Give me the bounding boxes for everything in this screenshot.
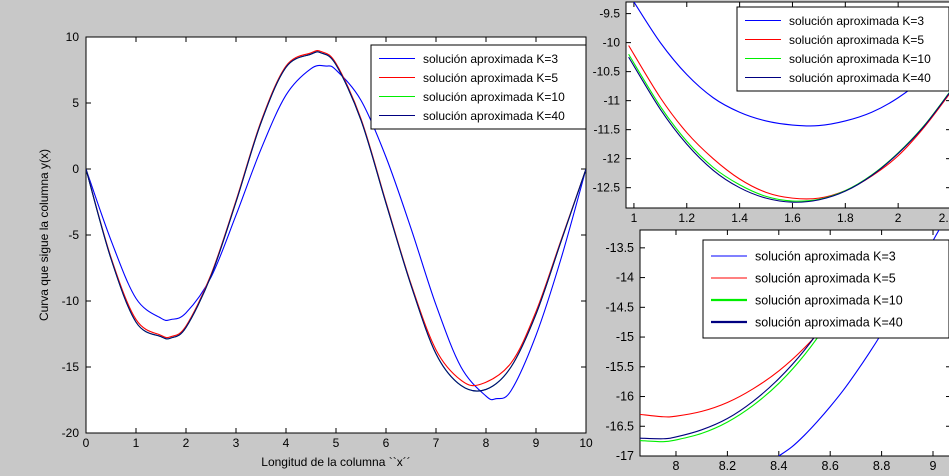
x-tick-label: 8.2 (719, 459, 736, 473)
x-tick-label: 1.2 (678, 211, 695, 225)
series-line-k3 (86, 64, 586, 401)
y-tick-label: -15 (62, 360, 80, 374)
y-tick-label: -14 (616, 271, 634, 285)
series-group (86, 49, 586, 401)
y-tick-label: -10.5 (593, 65, 620, 79)
legend-label: solución aproximada K=40 (423, 109, 565, 123)
legend-label: solución aproximada K=10 (755, 294, 903, 308)
y-tick-label: -15 (616, 330, 634, 344)
x-tick-label: 1.8 (837, 211, 854, 225)
y-tick-label: -17 (616, 449, 634, 463)
x-tick-label: 9 (930, 459, 937, 473)
legend-label: solución aproximada K=3 (789, 14, 924, 28)
legend-label: solución aproximada K=3 (423, 52, 558, 66)
series-line-k5 (628, 45, 949, 200)
main-chart: 0 1 2 3 4 5 6 7 8 9 10 10 5 0 -5 -10 -15 -20 Longitud de l… (37, 30, 593, 469)
x-tick-label: 8.4 (770, 459, 787, 473)
legend-label: solución aproximada K=40 (789, 71, 931, 85)
y-tick-label: -20 (62, 426, 80, 440)
series-line-k40 (628, 56, 949, 203)
y-tick-label: -11.5 (594, 123, 621, 137)
y-tick-label: -10 (603, 36, 621, 50)
x-tick-label: 1.6 (784, 211, 801, 225)
x-tick-label: 1 (631, 211, 638, 225)
x-tick-label: 2 (183, 436, 190, 450)
zoom-top-chart: 1 1.2 1.4 1.6 1.8 2 2.2 -9.5 -10 -10.5 -11 -11.5 -12… (593, 1, 949, 225)
legend: solución aproximada K=3 solución aproxima… (370, 44, 587, 130)
y-tick-label: 5 (72, 96, 79, 110)
y-tick-label: -12 (603, 152, 621, 166)
y-tick-label: -10 (62, 294, 80, 308)
legend-label: solución aproximada K=10 (423, 90, 565, 104)
y-axis-label: Curva que sigue la columna y(x) (37, 149, 51, 321)
x-tick-label: 0 (83, 436, 90, 450)
x-tick-label: 9 (533, 436, 540, 450)
x-tick-label: 8 (483, 436, 490, 450)
x-tick-label: 3 (233, 436, 240, 450)
legend-label: solución aproximada K=5 (755, 272, 896, 286)
x-tick-label: 1 (133, 436, 140, 450)
legend-label: solución aproximada K=10 (789, 52, 931, 66)
series-line-k40 (86, 51, 586, 392)
y-tick-label: -9.5 (599, 7, 620, 21)
x-axis-label: Longitud de la columna ``x´´ (261, 455, 410, 469)
series-line-k5 (86, 49, 586, 387)
y-tick-label: -16.5 (606, 419, 635, 433)
legend-label: solución aproximada K=5 (789, 33, 924, 47)
x-tick-label: 7 (433, 436, 440, 450)
legend: solución aproximada K=3 solución aproxima… (702, 239, 949, 339)
legend-label: solución aproximada K=3 (755, 250, 896, 264)
y-tick-label: -16 (616, 390, 634, 404)
y-tick-label: -15.5 (606, 360, 635, 374)
x-tick-label: 8 (673, 459, 680, 473)
legend-label: solución aproximada K=40 (755, 316, 903, 330)
main-figure-panel: 0 1 2 3 4 5 6 7 8 9 10 10 5 0 -5 -10 -15 -20 Longitud de l… (37, 30, 593, 469)
x-tick-label: 10 (579, 436, 593, 450)
legend: solución aproximada K=3 solución aproxima… (736, 6, 949, 92)
y-tick-label: -5 (68, 228, 79, 242)
legend-label: solución aproximada K=5 (423, 71, 558, 85)
x-tick-label: 6 (383, 436, 390, 450)
y-tick-label: 0 (72, 162, 79, 176)
zoom-bottom-chart: 8 8.2 8.4 8.6 8.8 9 -13.5 -14 -14.5 -15 -15.5 -16 -1… (606, 229, 949, 473)
x-tick-label: 8.8 (873, 459, 890, 473)
x-tick-label: 1.4 (731, 211, 748, 225)
x-tick-label: 8.6 (822, 459, 839, 473)
y-tick-label: -14.5 (606, 300, 635, 314)
zoom-top-panel: 1 1.2 1.4 1.6 1.8 2 2.2 -9.5 -10 -10.5 -11 -11.5 -12… (593, 0, 949, 228)
zoom-bottom-panel: 8 8.2 8.4 8.6 8.8 9 -13.5 -14 -14.5 -15 -15.5 -16 -1… (593, 228, 949, 476)
series-line-k3 (633, 2, 949, 127)
x-tick-label: 4 (283, 436, 290, 450)
y-tick-label: -12.5 (593, 181, 620, 195)
y-tick-label: 10 (66, 30, 80, 44)
y-tick-label: -13.5 (606, 241, 635, 255)
x-tick-label: 5 (333, 436, 340, 450)
series-group (628, 2, 949, 203)
x-tick-label: 2 (895, 211, 902, 225)
y-tick-label: -11 (604, 94, 621, 108)
x-tick-label: 2.2 (939, 211, 949, 225)
